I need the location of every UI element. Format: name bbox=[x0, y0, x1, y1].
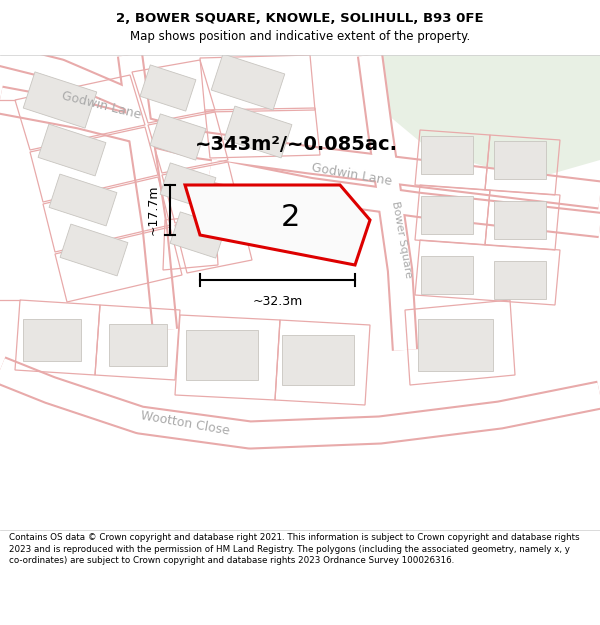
Text: 2, BOWER SQUARE, KNOWLE, SOLIHULL, B93 0FE: 2, BOWER SQUARE, KNOWLE, SOLIHULL, B93 0… bbox=[116, 12, 484, 25]
Polygon shape bbox=[38, 124, 106, 176]
Polygon shape bbox=[370, 55, 600, 180]
Text: Wootton Close: Wootton Close bbox=[139, 409, 230, 437]
Text: Contains OS data © Crown copyright and database right 2021. This information is : Contains OS data © Crown copyright and d… bbox=[9, 533, 580, 566]
Polygon shape bbox=[494, 201, 546, 239]
Polygon shape bbox=[421, 256, 473, 294]
Polygon shape bbox=[109, 324, 167, 366]
Polygon shape bbox=[282, 335, 354, 385]
Text: Map shows position and indicative extent of the property.: Map shows position and indicative extent… bbox=[130, 30, 470, 43]
Polygon shape bbox=[211, 54, 285, 110]
Text: Bower Square: Bower Square bbox=[391, 201, 413, 279]
Polygon shape bbox=[140, 65, 196, 111]
Text: ~32.3m: ~32.3m bbox=[253, 295, 302, 308]
Text: ~343m²/~0.085ac.: ~343m²/~0.085ac. bbox=[195, 136, 398, 154]
Polygon shape bbox=[224, 106, 292, 158]
Polygon shape bbox=[23, 72, 97, 128]
Polygon shape bbox=[170, 212, 226, 258]
Polygon shape bbox=[186, 330, 258, 380]
Polygon shape bbox=[421, 136, 473, 174]
Polygon shape bbox=[421, 196, 473, 234]
Text: 2: 2 bbox=[280, 204, 299, 232]
Polygon shape bbox=[160, 163, 216, 209]
Polygon shape bbox=[494, 261, 546, 299]
Polygon shape bbox=[494, 141, 546, 179]
Text: Godwin Lane: Godwin Lane bbox=[310, 161, 392, 189]
Polygon shape bbox=[60, 224, 128, 276]
Polygon shape bbox=[185, 185, 370, 265]
Polygon shape bbox=[23, 319, 81, 361]
Polygon shape bbox=[150, 114, 206, 160]
Polygon shape bbox=[418, 319, 493, 371]
Text: Godwin Lane: Godwin Lane bbox=[60, 89, 142, 121]
Text: ~17.7m: ~17.7m bbox=[147, 185, 160, 235]
Polygon shape bbox=[49, 174, 117, 226]
